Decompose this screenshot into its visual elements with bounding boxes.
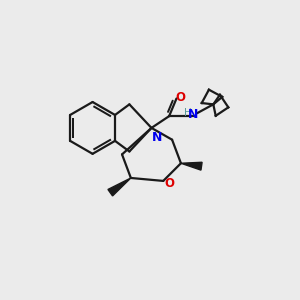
Text: O: O <box>175 92 185 104</box>
Text: N: N <box>152 131 162 144</box>
Text: H: H <box>184 108 192 118</box>
Text: O: O <box>165 177 175 190</box>
Text: N: N <box>188 108 198 121</box>
Polygon shape <box>181 162 202 170</box>
Polygon shape <box>108 178 131 196</box>
